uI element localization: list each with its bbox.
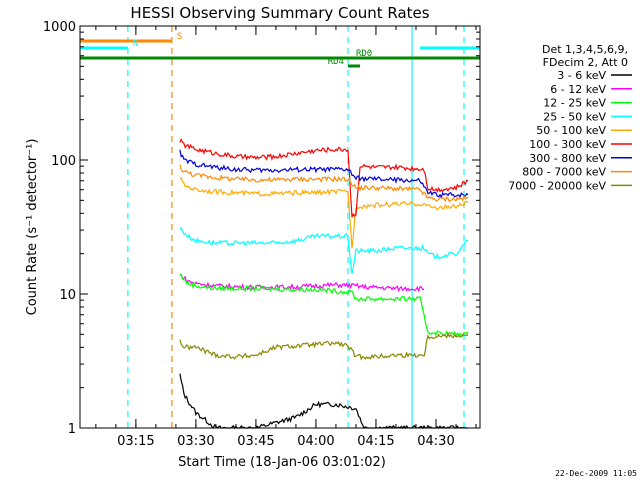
- legend-entry-label: 12 - 25 keV: [543, 97, 606, 110]
- legend-entry-label: 100 - 300 keV: [529, 138, 606, 151]
- legend-header-line: Det 1,3,4,5,6,9,: [542, 43, 628, 56]
- legend-entry-label: 25 - 50 keV: [543, 110, 606, 123]
- y-tick-label: 1000: [43, 20, 76, 35]
- legend-entry-label: 50 - 100 keV: [536, 124, 606, 137]
- x-tick-label: 03:15: [117, 434, 154, 449]
- axes-layer: 1 10 100 1000 03:15 03:30 03:45 04:00 04:15 04:30: [43, 20, 481, 449]
- legend: Det 1,3,4,5,6,9,FDecim 2, Att 03 - 6 keV…: [508, 43, 632, 192]
- series-line-0: [179, 373, 468, 430]
- series-line-1: [179, 273, 424, 293]
- legend-entry-label: 3 - 6 keV: [557, 69, 606, 82]
- annotation-label-s: S: [177, 32, 182, 42]
- y-tick-label: 1: [68, 422, 76, 437]
- legend-entry-label: 7000 - 20000 keV: [508, 179, 606, 192]
- x-tick-label: 04:30: [417, 434, 454, 449]
- x-tick-label: 03:45: [237, 434, 274, 449]
- series-line-8: [179, 331, 469, 361]
- series-line-6: [179, 149, 469, 199]
- annotation-label-n: N: [133, 39, 138, 49]
- series-line-3: [179, 227, 469, 274]
- y-tick-label: 10: [59, 288, 76, 303]
- x-tick-label: 04:00: [297, 434, 334, 449]
- y-axis-label: Count Rate (s⁻¹ detector⁻¹): [25, 139, 40, 316]
- annotation-label-rd4: RD4: [328, 57, 344, 67]
- chart-title: HESSI Observing Summary Count Rates: [130, 4, 429, 22]
- plot-decoration-layer: S N RD0 RD4: [80, 26, 480, 428]
- series-line-7: [179, 164, 469, 203]
- annotation-label-rd0: RD0: [356, 49, 372, 59]
- x-tick-label: 03:30: [177, 434, 214, 449]
- legend-header-line: FDecim 2, Att 0: [543, 56, 628, 69]
- plot-frame: [79, 25, 481, 429]
- series-line-4: [179, 176, 469, 249]
- series-line-2: [179, 274, 469, 338]
- footer-date: 22-Dec-2009 11:05: [555, 469, 637, 478]
- x-axis-label: Start Time (18-Jan-06 03:01:02): [178, 455, 386, 470]
- y-tick-label: 100: [51, 154, 76, 169]
- series-line-5: [179, 138, 469, 218]
- legend-entry-label: 300 - 800 keV: [529, 152, 606, 165]
- series-layer: [179, 138, 469, 430]
- legend-entry-label: 6 - 12 keV: [550, 83, 606, 96]
- legend-entry-label: 800 - 7000 keV: [522, 166, 606, 179]
- x-tick-label: 04:15: [357, 434, 394, 449]
